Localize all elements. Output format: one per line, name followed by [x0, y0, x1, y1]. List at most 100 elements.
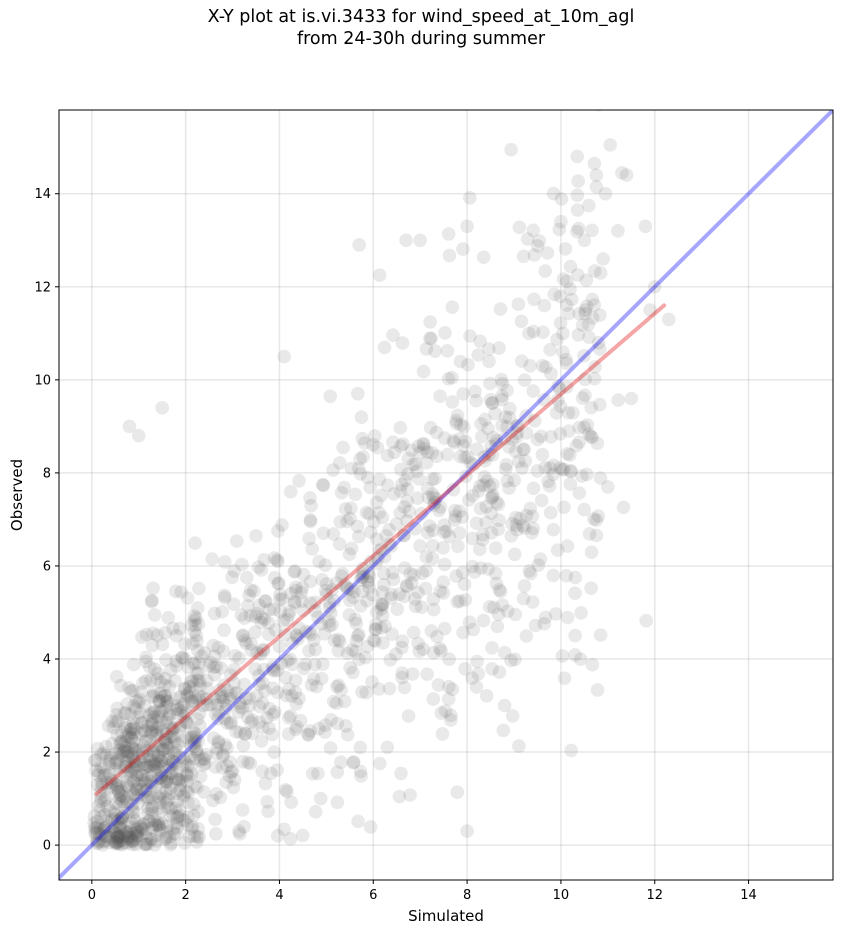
- scatter-point: [125, 725, 140, 740]
- scatter-point: [138, 784, 152, 799]
- scatter-point: [207, 606, 222, 621]
- scatter-point: [111, 813, 125, 828]
- scatter-point: [255, 611, 269, 625]
- scatter-point: [385, 565, 400, 580]
- scatter-point: [187, 725, 201, 739]
- scatter-point: [158, 688, 173, 703]
- scatter-point: [543, 461, 557, 476]
- scatter-point: [247, 584, 261, 598]
- scatter-point: [152, 817, 166, 832]
- scatter-point: [433, 500, 448, 514]
- scatter-point: [150, 834, 164, 848]
- scatter-point: [168, 756, 182, 770]
- scatter-point: [167, 730, 181, 745]
- scatter-point: [134, 726, 148, 741]
- scatter-point: [278, 627, 293, 642]
- scatter-point: [125, 740, 140, 755]
- scatter-point: [334, 569, 349, 583]
- scatter-point: [187, 829, 202, 843]
- scatter-point: [116, 835, 131, 850]
- scatter-point: [401, 451, 416, 466]
- scatter-point: [113, 747, 127, 761]
- scatter-point: [505, 709, 520, 723]
- scatter-point: [316, 657, 330, 671]
- scatter-point: [236, 754, 250, 769]
- scatter-point: [374, 488, 388, 503]
- scatter-point: [93, 794, 108, 809]
- scatter-point: [589, 528, 604, 543]
- scatter-point: [271, 554, 285, 569]
- scatter-point: [262, 602, 277, 617]
- scatter-point: [541, 474, 555, 489]
- scatter-point: [140, 790, 155, 804]
- scatter-point: [244, 608, 258, 623]
- scatter-point: [181, 758, 195, 773]
- scatter-point: [382, 681, 397, 696]
- scatter-point: [108, 756, 123, 770]
- x-axis-label: Simulated: [408, 907, 484, 925]
- scatter-point: [112, 784, 126, 799]
- scatter-point: [348, 612, 363, 627]
- scatter-point: [343, 593, 357, 608]
- scatter-point: [526, 384, 540, 398]
- scatter-point: [217, 588, 232, 603]
- scatter-point: [147, 685, 161, 699]
- scatter-point: [399, 578, 414, 593]
- scatter-point: [186, 656, 200, 671]
- scatter-point: [553, 461, 567, 475]
- scatter-point: [326, 694, 341, 709]
- scatter-point: [478, 412, 492, 427]
- scatter-point: [519, 409, 533, 423]
- scatter-point: [189, 744, 204, 759]
- scatter-point: [401, 709, 416, 723]
- scatter-point: [177, 682, 192, 696]
- scatter-point: [485, 641, 499, 655]
- scatter-point: [507, 473, 521, 488]
- scatter-point: [138, 837, 152, 852]
- scatter-point: [476, 613, 491, 628]
- scatter-point: [127, 832, 142, 846]
- scatter-point: [179, 755, 193, 770]
- scatter-point: [175, 650, 190, 665]
- scatter-point: [412, 472, 426, 486]
- scatter-point: [585, 311, 600, 325]
- scatter-point: [169, 771, 183, 786]
- scatter-point: [125, 760, 140, 775]
- scatter-point: [165, 758, 179, 772]
- scatter-point: [570, 203, 585, 217]
- scatter-point: [102, 781, 116, 796]
- scatter-point: [281, 608, 296, 622]
- scatter-point: [399, 233, 413, 248]
- scatter-point: [216, 644, 231, 659]
- scatter-point: [231, 705, 246, 719]
- scatter-point: [483, 376, 497, 391]
- scatter-point: [304, 498, 318, 513]
- scatter-point: [349, 634, 364, 648]
- scatter-point: [369, 617, 383, 632]
- scatter-point: [267, 745, 282, 759]
- scatter-point: [445, 300, 460, 315]
- scatter-point: [112, 743, 127, 757]
- scatter-point: [98, 808, 112, 822]
- scatter-point: [192, 581, 206, 596]
- scatter-point: [115, 734, 129, 749]
- scatter-point: [176, 697, 191, 712]
- scatter-point: [395, 640, 409, 655]
- scatter-point: [148, 754, 163, 769]
- regression-line: [94, 303, 667, 796]
- scatter-point: [265, 681, 280, 695]
- scatter-point: [164, 663, 178, 677]
- scatter-point: [180, 716, 195, 730]
- scatter-point: [346, 665, 360, 680]
- scatter-point: [552, 382, 567, 396]
- scatter-point: [175, 651, 189, 665]
- scatter-point: [334, 755, 348, 769]
- scatter-point: [551, 393, 565, 407]
- scatter-point: [380, 478, 395, 493]
- scatter-point: [489, 433, 504, 448]
- scatter-point: [153, 787, 168, 801]
- y-tick-label: 0: [43, 839, 51, 854]
- scatter-point: [582, 330, 596, 345]
- scatter-point: [156, 742, 170, 756]
- scatter-point: [139, 776, 153, 790]
